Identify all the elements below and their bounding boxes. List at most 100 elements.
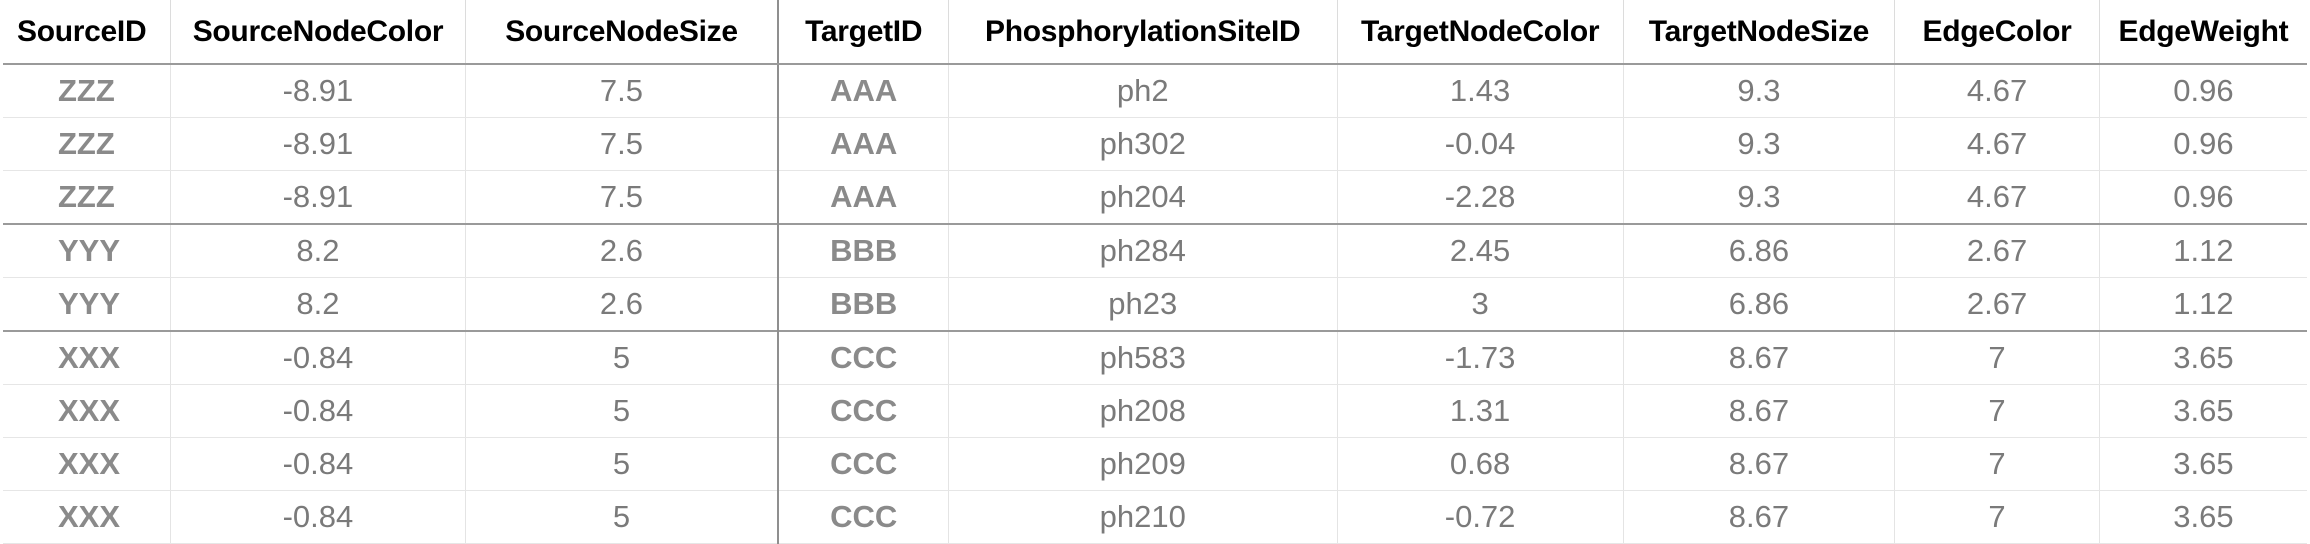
cell-edge-color[interactable]: 7 [1894, 437, 2100, 491]
cell-edge-color[interactable]: 2.67 [1894, 223, 2100, 278]
cell-target-node-size[interactable]: 8.67 [1623, 384, 1896, 438]
cell-source-node-color[interactable]: -8.91 [170, 170, 466, 225]
cell-target-node-size[interactable]: 8.67 [1623, 437, 1896, 491]
network-edge-table: SourceID SourceNodeColor SourceNodeSize … [3, 0, 2307, 544]
cell-target-id[interactable]: BBB [778, 223, 949, 278]
header-row: SourceID SourceNodeColor SourceNodeSize … [3, 0, 2307, 65]
cell-source-id[interactable]: ZZZ [3, 64, 172, 118]
cell-target-id[interactable]: CCC [778, 330, 949, 385]
header-source-node-color[interactable]: SourceNodeColor [170, 0, 466, 65]
cell-target-node-color[interactable]: 1.31 [1337, 384, 1624, 438]
table-row: ZZZ -8.91 7.5 AAA ph204 -2.28 9.3 4.67 0… [3, 170, 2307, 225]
cell-target-node-size[interactable]: 6.86 [1623, 277, 1896, 332]
cell-edge-color[interactable]: 7 [1894, 490, 2100, 544]
cell-target-node-color[interactable]: -0.72 [1337, 490, 1624, 544]
header-phosphorylation-site-id[interactable]: PhosphorylationSiteID [948, 0, 1338, 65]
cell-source-node-color[interactable]: -0.84 [170, 330, 466, 385]
header-edge-color[interactable]: EdgeColor [1894, 0, 2100, 65]
cell-phosphorylation-site-id[interactable]: ph284 [948, 223, 1338, 278]
cell-target-id[interactable]: AAA [778, 170, 949, 225]
cell-target-node-size[interactable]: 9.3 [1623, 170, 1896, 225]
cell-edge-weight[interactable]: 0.96 [2099, 117, 2307, 171]
cell-target-node-size[interactable]: 9.3 [1623, 117, 1896, 171]
spreadsheet-table-view: SourceID SourceNodeColor SourceNodeSize … [3, 0, 2307, 544]
cell-phosphorylation-site-id[interactable]: ph210 [948, 490, 1338, 544]
cell-phosphorylation-site-id[interactable]: ph583 [948, 330, 1338, 385]
cell-source-node-color[interactable]: 8.2 [170, 223, 466, 278]
header-edge-weight[interactable]: EdgeWeight [2099, 0, 2307, 65]
cell-source-id[interactable]: YYY [3, 277, 172, 332]
cell-source-node-size[interactable]: 5 [465, 384, 780, 438]
cell-edge-color[interactable]: 4.67 [1894, 170, 2100, 225]
cell-edge-weight[interactable]: 1.12 [2099, 223, 2307, 278]
cell-source-node-size[interactable]: 2.6 [465, 223, 780, 278]
cell-target-node-color[interactable]: -2.28 [1337, 170, 1624, 225]
cell-edge-color[interactable]: 2.67 [1894, 277, 2100, 332]
cell-target-id[interactable]: AAA [778, 64, 949, 118]
cell-source-node-size[interactable]: 5 [465, 490, 780, 544]
cell-target-id[interactable]: AAA [778, 117, 949, 171]
cell-phosphorylation-site-id[interactable]: ph209 [948, 437, 1338, 491]
cell-source-node-size[interactable]: 2.6 [465, 277, 780, 332]
cell-source-node-color[interactable]: 8.2 [170, 277, 466, 332]
cell-source-node-color[interactable]: -0.84 [170, 384, 466, 438]
cell-source-id[interactable]: XXX [3, 330, 172, 385]
cell-phosphorylation-site-id[interactable]: ph208 [948, 384, 1338, 438]
cell-target-node-size[interactable]: 8.67 [1623, 490, 1896, 544]
cell-phosphorylation-site-id[interactable]: ph204 [948, 170, 1338, 225]
cell-edge-color[interactable]: 7 [1894, 330, 2100, 385]
cell-source-node-color[interactable]: -8.91 [170, 64, 466, 118]
cell-phosphorylation-site-id[interactable]: ph23 [948, 277, 1338, 332]
cell-edge-color[interactable]: 7 [1894, 384, 2100, 438]
cell-target-node-color[interactable]: 1.43 [1337, 64, 1624, 118]
cell-target-id[interactable]: CCC [778, 384, 949, 438]
header-source-node-size[interactable]: SourceNodeSize [465, 0, 780, 65]
cell-edge-color[interactable]: 4.67 [1894, 64, 2100, 118]
cell-source-id[interactable]: ZZZ [3, 117, 172, 171]
table-row: ZZZ -8.91 7.5 AAA ph302 -0.04 9.3 4.67 0… [3, 117, 2307, 171]
cell-edge-weight[interactable]: 0.96 [2099, 64, 2307, 118]
cell-target-node-size[interactable]: 6.86 [1623, 223, 1896, 278]
cell-target-node-size[interactable]: 9.3 [1623, 64, 1896, 118]
table-row: YYY 8.2 2.6 BBB ph23 3 6.86 2.67 1.12 [3, 277, 2307, 332]
cell-target-node-size[interactable]: 8.67 [1623, 330, 1896, 385]
cell-source-node-color[interactable]: -0.84 [170, 490, 466, 544]
table-row: YYY 8.2 2.6 BBB ph284 2.45 6.86 2.67 1.1… [3, 223, 2307, 278]
cell-target-id[interactable]: CCC [778, 490, 949, 544]
cell-target-node-color[interactable]: -1.73 [1337, 330, 1624, 385]
header-target-node-color[interactable]: TargetNodeColor [1337, 0, 1624, 65]
cell-source-node-size[interactable]: 7.5 [465, 117, 780, 171]
table-row: XXX -0.84 5 CCC ph210 -0.72 8.67 7 3.65 [3, 490, 2307, 544]
cell-target-node-color[interactable]: 2.45 [1337, 223, 1624, 278]
header-target-id[interactable]: TargetID [778, 0, 949, 65]
cell-source-id[interactable]: XXX [3, 490, 172, 544]
cell-source-id[interactable]: XXX [3, 384, 172, 438]
cell-target-node-color[interactable]: 3 [1337, 277, 1624, 332]
cell-source-node-size[interactable]: 7.5 [465, 64, 780, 118]
cell-source-node-size[interactable]: 5 [465, 330, 780, 385]
cell-target-node-color[interactable]: -0.04 [1337, 117, 1624, 171]
cell-edge-weight[interactable]: 3.65 [2099, 330, 2307, 385]
cell-edge-weight[interactable]: 3.65 [2099, 437, 2307, 491]
cell-phosphorylation-site-id[interactable]: ph302 [948, 117, 1338, 171]
cell-source-id[interactable]: ZZZ [3, 170, 172, 225]
cell-edge-weight[interactable]: 3.65 [2099, 384, 2307, 438]
cell-edge-weight[interactable]: 1.12 [2099, 277, 2307, 332]
cell-edge-weight[interactable]: 0.96 [2099, 170, 2307, 225]
cell-target-id[interactable]: BBB [778, 277, 949, 332]
cell-source-node-color[interactable]: -0.84 [170, 437, 466, 491]
cell-edge-color[interactable]: 4.67 [1894, 117, 2100, 171]
cell-source-id[interactable]: YYY [3, 223, 172, 278]
cell-target-id[interactable]: CCC [778, 437, 949, 491]
header-target-node-size[interactable]: TargetNodeSize [1623, 0, 1896, 65]
cell-source-node-size[interactable]: 5 [465, 437, 780, 491]
table-row: XXX -0.84 5 CCC ph209 0.68 8.67 7 3.65 [3, 437, 2307, 491]
cell-phosphorylation-site-id[interactable]: ph2 [948, 64, 1338, 118]
header-source-id[interactable]: SourceID [3, 0, 172, 65]
cell-source-id[interactable]: XXX [3, 437, 172, 491]
cell-target-node-color[interactable]: 0.68 [1337, 437, 1624, 491]
cell-edge-weight[interactable]: 3.65 [2099, 490, 2307, 544]
cell-source-node-color[interactable]: -8.91 [170, 117, 466, 171]
table-row: XXX -0.84 5 CCC ph583 -1.73 8.67 7 3.65 [3, 330, 2307, 385]
cell-source-node-size[interactable]: 7.5 [465, 170, 780, 225]
